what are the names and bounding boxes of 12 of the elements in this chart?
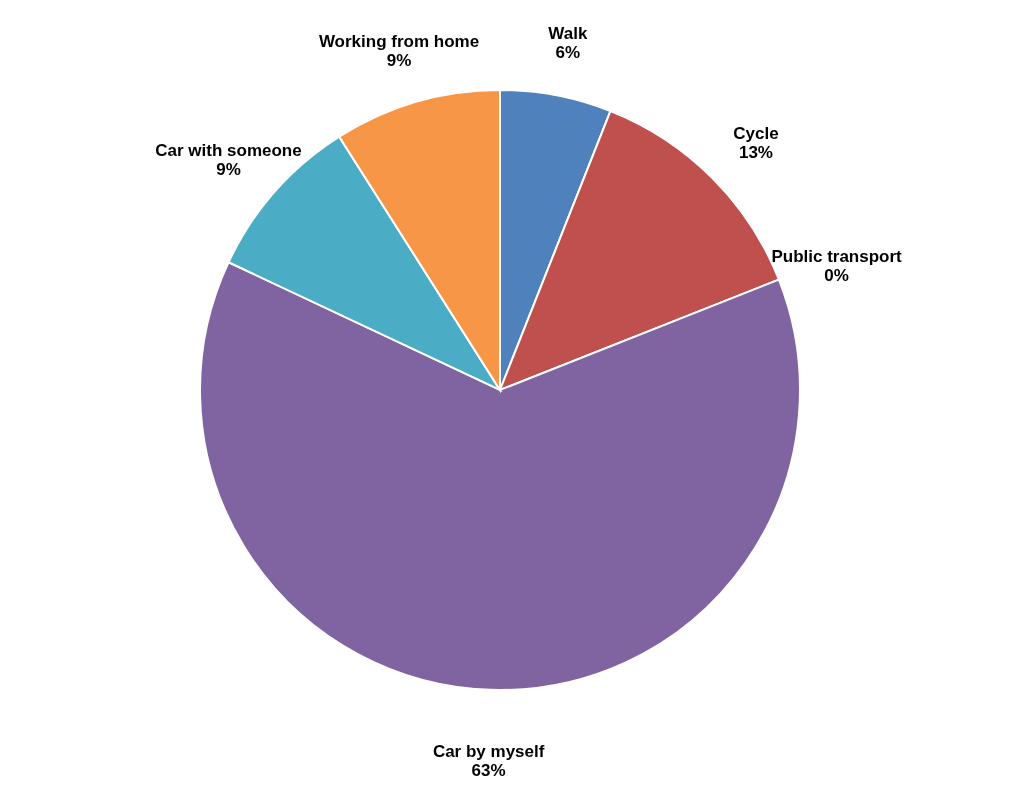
data-label: 9% [216,159,241,179]
slice-label: Working from home [318,32,480,52]
text: 0% [824,265,849,285]
slice-label: Car by myself [432,741,545,761]
data-label: 13% [738,143,773,163]
slice-label: Walk [548,24,588,44]
data-label: 9% [386,51,412,71]
slice-label: Cycle [733,124,779,144]
slice-label: Car with someone [155,140,302,160]
data-label: 63% [471,760,506,780]
data-label: 6% [555,43,581,63]
category-label: Public transport [771,246,902,266]
